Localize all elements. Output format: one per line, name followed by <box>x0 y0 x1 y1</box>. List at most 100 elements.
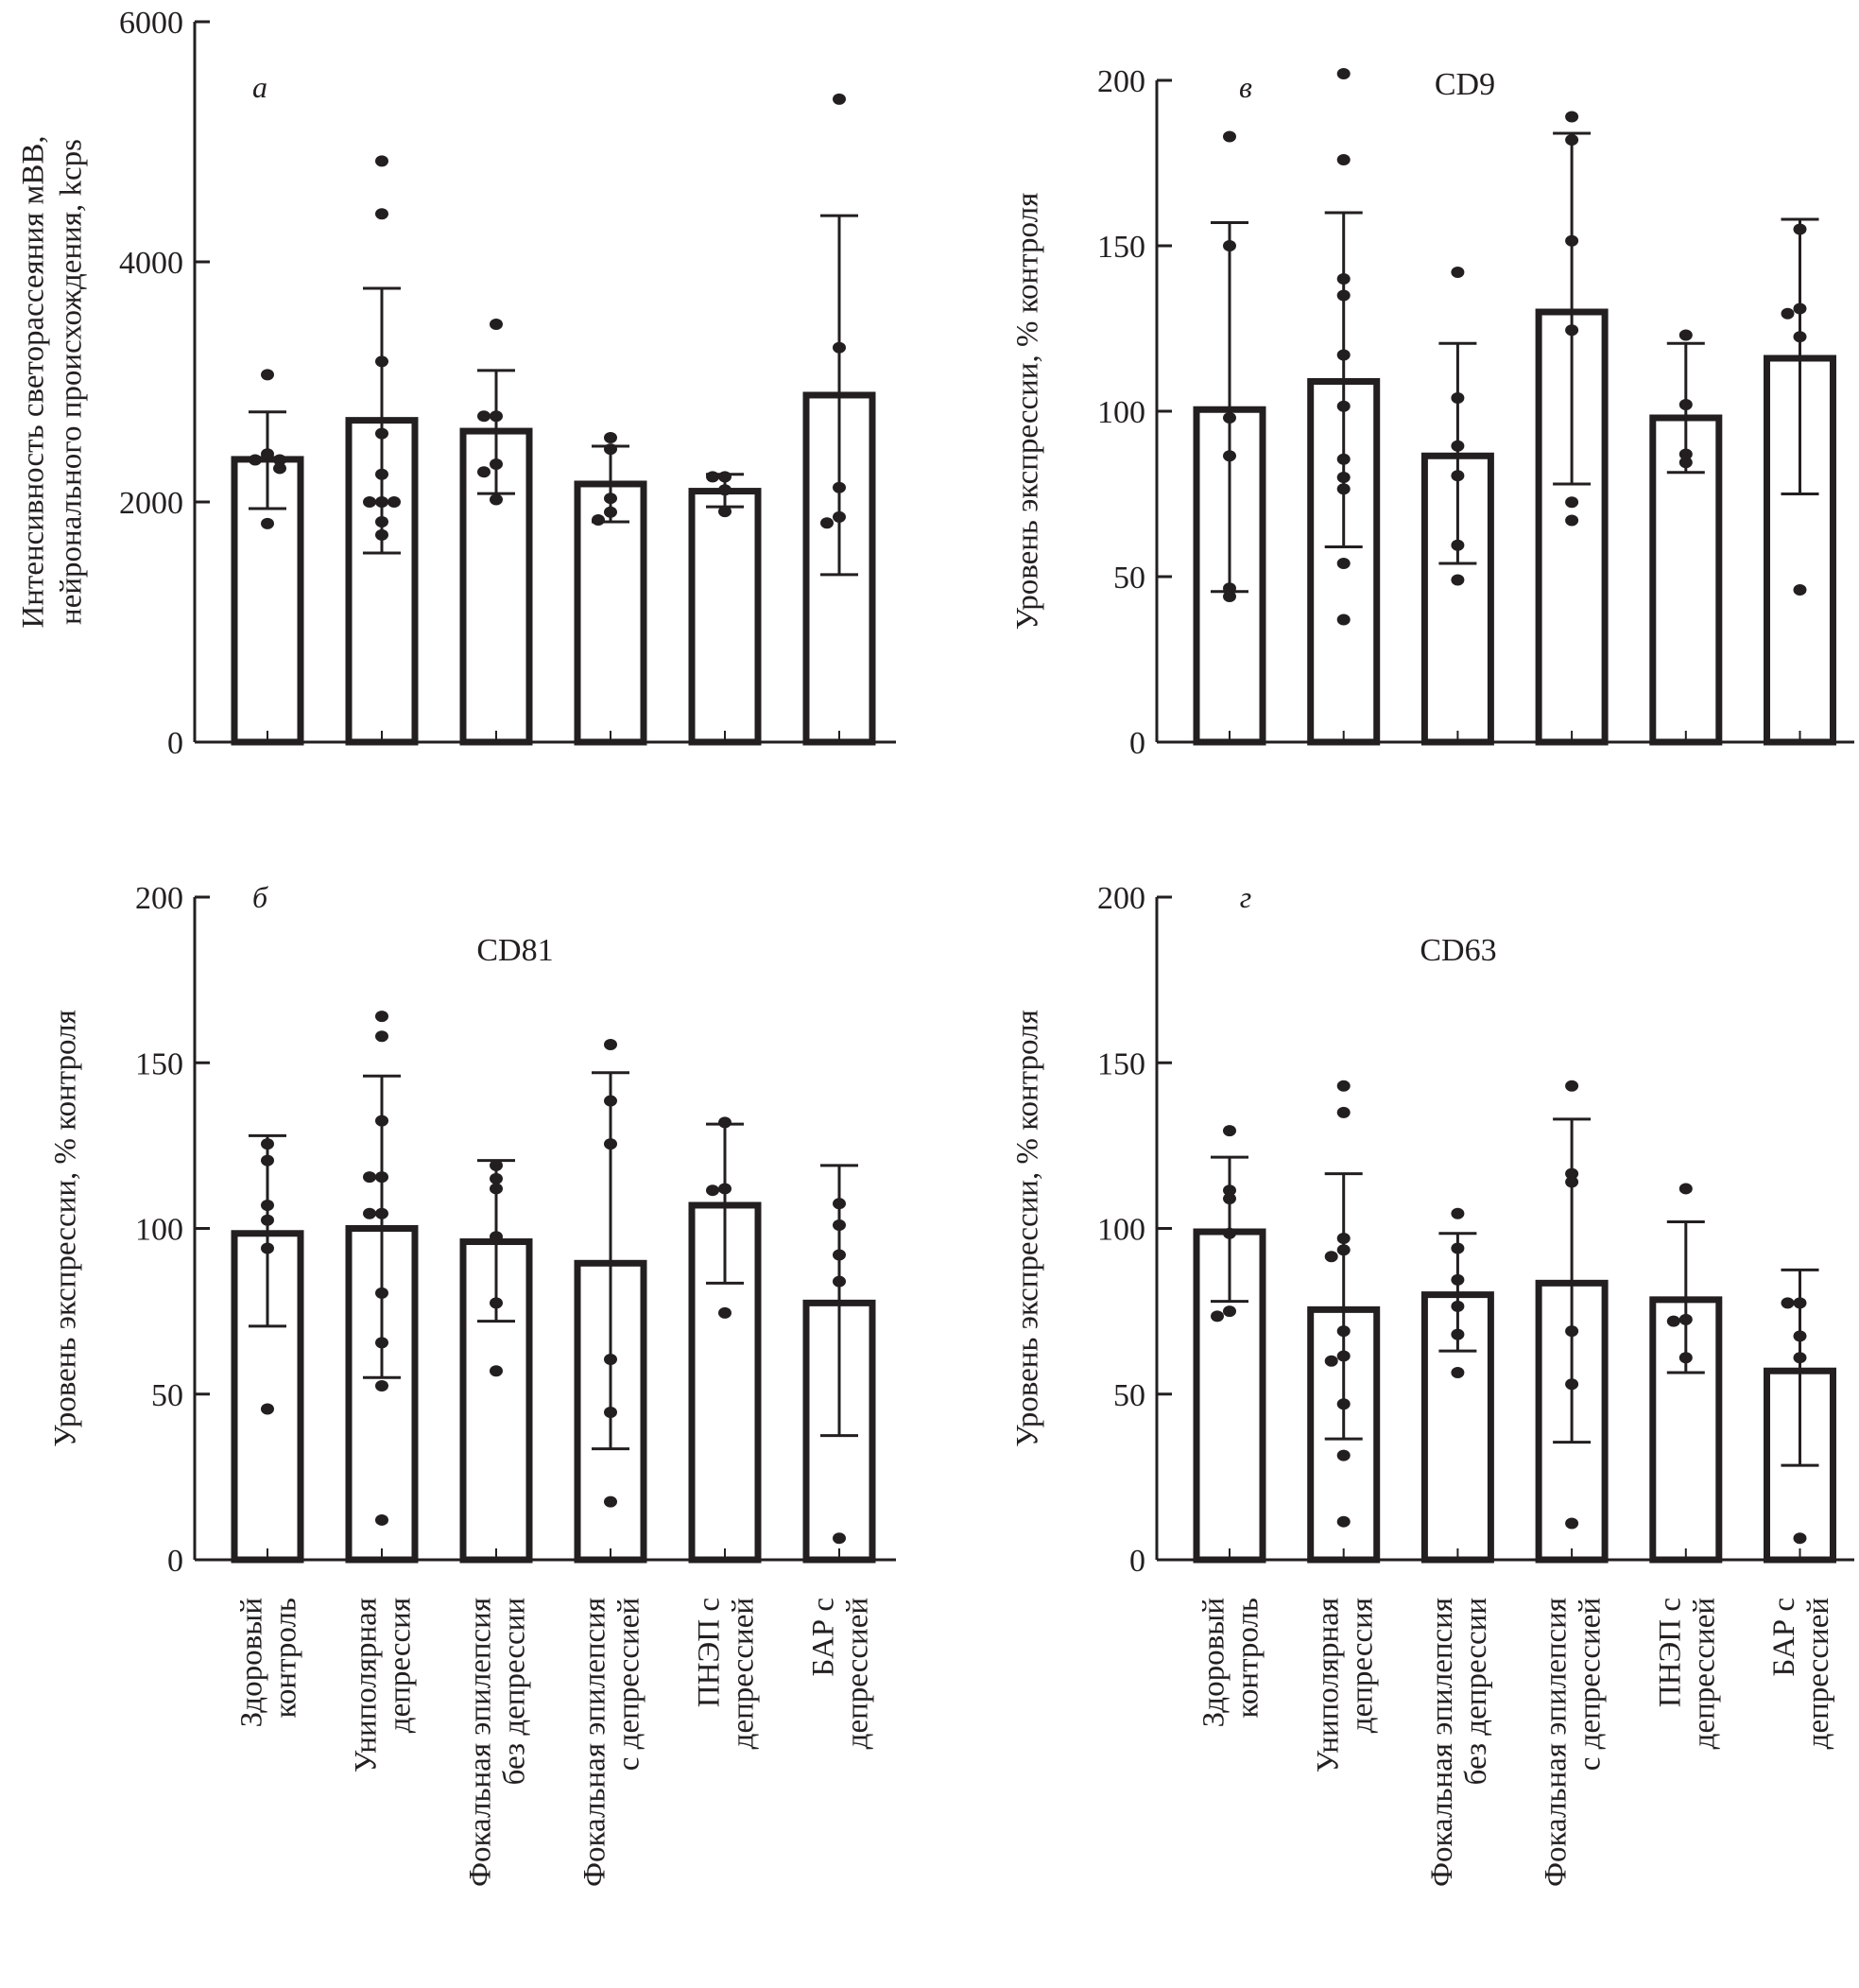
chart-panel-v: 0 50 100 150 200 Уровень экспрессии, % контро… <box>1011 64 1854 761</box>
data-point <box>1451 1273 1465 1286</box>
data-point <box>706 471 719 483</box>
data-point <box>833 1219 846 1231</box>
data-point <box>1565 496 1579 509</box>
data-point <box>1451 574 1465 586</box>
category-label: с депрессией <box>612 1598 646 1771</box>
data-point <box>1336 558 1351 569</box>
bar <box>688 488 762 746</box>
data-point <box>1223 591 1236 602</box>
data-point <box>1336 483 1351 495</box>
data-point <box>1678 329 1693 341</box>
data-point <box>490 319 503 331</box>
data-point <box>1565 1378 1579 1391</box>
y-tick-label: 200 <box>135 881 183 916</box>
data-point <box>718 1116 732 1129</box>
data-point <box>375 1379 388 1392</box>
data-point <box>363 1171 376 1184</box>
panel-letter: а <box>252 70 267 104</box>
data-point <box>1336 472 1351 483</box>
data-point <box>490 1159 503 1171</box>
data-point <box>833 1249 846 1261</box>
chart-panel-g: 0 50 100 150 200 Уровень экспрессии, % контро… <box>1011 880 1854 1887</box>
data-point <box>1336 289 1351 302</box>
data-point <box>375 155 388 167</box>
data-point <box>1565 514 1579 527</box>
data-point <box>261 1199 274 1211</box>
category-label: депрессией <box>841 1598 875 1749</box>
data-point <box>1223 1305 1236 1318</box>
data-point <box>1336 1325 1351 1338</box>
data-point <box>1781 307 1795 320</box>
data-point <box>375 355 388 368</box>
category-label: депрессией <box>1687 1598 1721 1749</box>
data-point <box>1678 399 1693 410</box>
data-point <box>261 448 274 460</box>
data-point <box>477 466 491 478</box>
data-point <box>1223 1192 1236 1204</box>
data-point <box>604 1038 617 1050</box>
data-point <box>604 506 617 518</box>
data-point <box>604 1407 617 1419</box>
data-point <box>1565 234 1579 247</box>
category-label: БАР с <box>807 1598 841 1677</box>
y-tick-label: 150 <box>1097 230 1145 265</box>
data-point <box>261 1138 274 1150</box>
data-point <box>375 528 388 541</box>
data-point <box>1336 273 1351 285</box>
data-point <box>273 462 286 475</box>
data-point <box>261 1242 274 1254</box>
panel-letter: в <box>1239 70 1252 104</box>
data-point <box>477 410 491 423</box>
data-point <box>490 1231 503 1243</box>
data-point <box>1336 614 1351 626</box>
category-label: без депрессии <box>1459 1598 1493 1785</box>
y-tick-label: 150 <box>135 1046 183 1081</box>
data-point <box>1336 1244 1351 1256</box>
y-axis-label: Уровень экспрессии, % контроля <box>1011 193 1045 631</box>
data-point <box>1223 240 1236 251</box>
data-point <box>718 506 732 518</box>
data-point <box>490 458 503 470</box>
data-point <box>604 1138 617 1150</box>
data-point <box>1793 223 1807 235</box>
data-point <box>375 1513 388 1526</box>
data-point <box>604 1095 617 1107</box>
data-point <box>1565 134 1579 146</box>
category-label: Униполярная <box>350 1598 384 1772</box>
data-point <box>1223 1125 1236 1137</box>
data-point <box>375 1030 388 1043</box>
data-point <box>261 1403 274 1415</box>
data-point <box>833 93 846 105</box>
y-tick-label: 50 <box>151 1378 183 1413</box>
data-point <box>273 454 286 466</box>
data-point <box>1565 1325 1579 1338</box>
data-point <box>261 369 274 381</box>
data-point <box>1781 1297 1795 1309</box>
data-point <box>1451 1300 1465 1312</box>
data-point <box>604 493 617 505</box>
data-point <box>375 496 388 508</box>
data-point <box>1451 470 1465 482</box>
data-point <box>1336 1515 1351 1528</box>
data-point <box>718 484 732 496</box>
data-point <box>375 1011 388 1023</box>
data-point <box>833 1532 846 1545</box>
y-tick-label: 50 <box>1113 561 1145 596</box>
data-point <box>490 1183 503 1195</box>
chart-panel-a: 0 2000 4000 6000 Интенсивность светорассеяни… <box>17 6 896 761</box>
data-point <box>833 1198 846 1210</box>
data-point <box>1793 584 1807 596</box>
data-point <box>1336 349 1351 361</box>
data-point <box>1336 400 1351 412</box>
y-tick-label: 6000 <box>119 6 183 41</box>
bar <box>1649 1296 1723 1564</box>
data-point <box>592 514 605 527</box>
data-point <box>1336 453 1351 465</box>
data-point <box>718 471 732 483</box>
y-tick-label: 0 <box>167 1544 183 1579</box>
data-point <box>490 1172 503 1184</box>
category-label: контроль <box>1231 1598 1265 1718</box>
y-tick-label: 100 <box>135 1213 183 1248</box>
data-point <box>1793 1532 1807 1545</box>
category-label: депрессия <box>1345 1598 1379 1733</box>
